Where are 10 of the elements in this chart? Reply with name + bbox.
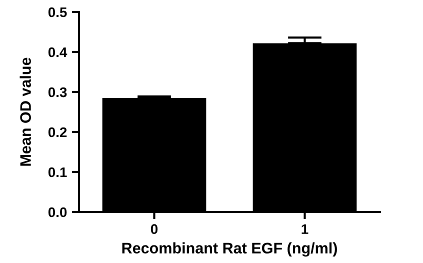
x-axis-title: Recombinant Rat EGF (ng/ml) (122, 242, 337, 257)
y-tick-label: 0.1 (48, 167, 67, 178)
y-axis-title: Mean OD value (20, 58, 31, 166)
y-tick-label: 0.0 (48, 207, 67, 218)
y-tick-label: 0.5 (48, 7, 67, 18)
y-tick-label: 0.4 (48, 47, 68, 58)
y-tick-label: 0.3 (48, 87, 67, 98)
y-tick-label: 0.2 (48, 127, 67, 138)
x-tick-label: 0 (150, 224, 158, 234)
x-tick-label: 1 (302, 224, 308, 234)
